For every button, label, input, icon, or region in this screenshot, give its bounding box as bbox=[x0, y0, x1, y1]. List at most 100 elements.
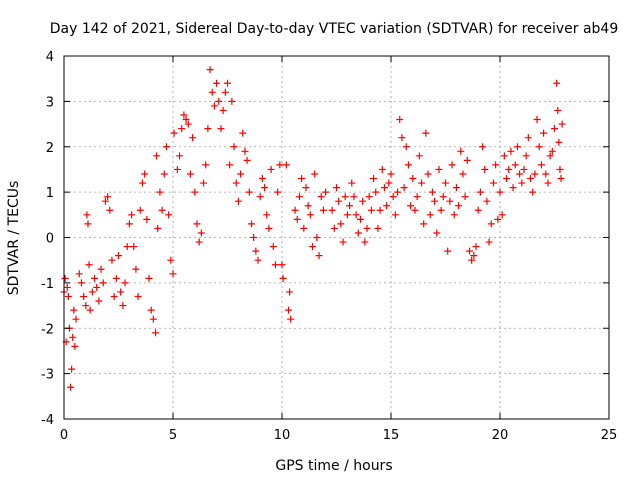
data-point bbox=[302, 184, 310, 192]
data-point bbox=[361, 238, 369, 246]
data-point bbox=[398, 134, 406, 142]
y-tick-label: 4 bbox=[46, 50, 54, 65]
data-point bbox=[498, 211, 506, 219]
data-point bbox=[77, 279, 85, 287]
y-tick-label: 3 bbox=[46, 95, 54, 110]
data-point bbox=[112, 274, 120, 282]
data-point bbox=[165, 211, 173, 219]
data-point bbox=[527, 175, 535, 183]
data-point bbox=[252, 247, 260, 255]
data-point bbox=[263, 211, 271, 219]
data-point bbox=[394, 188, 402, 196]
data-point bbox=[291, 206, 299, 214]
data-point bbox=[370, 175, 378, 183]
chart-title: Day 142 of 2021, Sidereal Day-to-day VTE… bbox=[50, 21, 619, 37]
data-point bbox=[330, 224, 338, 232]
data-point bbox=[226, 161, 234, 169]
data-point bbox=[63, 283, 71, 291]
y-tick-label: -4 bbox=[41, 413, 54, 428]
data-point bbox=[555, 138, 563, 146]
data-point bbox=[365, 193, 373, 201]
data-point bbox=[426, 211, 434, 219]
data-point bbox=[413, 193, 421, 201]
data-point bbox=[250, 234, 258, 241]
data-point bbox=[496, 188, 504, 196]
data-point bbox=[97, 265, 105, 273]
data-point bbox=[476, 188, 484, 196]
data-point bbox=[461, 193, 469, 201]
y-tick-label: -3 bbox=[41, 368, 54, 383]
data-point bbox=[93, 283, 101, 291]
data-point bbox=[138, 179, 146, 187]
data-point bbox=[285, 306, 293, 314]
data-point bbox=[70, 306, 78, 314]
axis-ticks bbox=[63, 55, 610, 420]
data-point bbox=[84, 220, 92, 228]
data-point bbox=[503, 175, 511, 183]
y-tick-label: -1 bbox=[41, 277, 54, 292]
data-point bbox=[315, 252, 323, 260]
data-point bbox=[407, 202, 415, 210]
data-point bbox=[551, 125, 558, 133]
data-point bbox=[71, 342, 79, 350]
data-point bbox=[372, 188, 380, 196]
data-point bbox=[424, 170, 432, 178]
data-point bbox=[180, 111, 188, 119]
data-point bbox=[481, 165, 489, 173]
data-point bbox=[322, 188, 330, 196]
data-point bbox=[239, 129, 247, 137]
data-point bbox=[256, 193, 264, 201]
data-point bbox=[104, 193, 112, 201]
data-point bbox=[293, 215, 301, 223]
data-point bbox=[230, 143, 238, 151]
data-point bbox=[457, 147, 465, 155]
data-point bbox=[99, 279, 107, 287]
data-point bbox=[149, 315, 157, 323]
data-point bbox=[152, 329, 160, 337]
data-point bbox=[269, 243, 277, 251]
data-point bbox=[106, 206, 114, 214]
data-point bbox=[145, 274, 153, 282]
x-tick-label: 10 bbox=[274, 428, 291, 443]
data-point bbox=[130, 243, 138, 251]
data-point bbox=[556, 165, 564, 173]
data-point bbox=[529, 188, 537, 196]
data-point bbox=[210, 102, 218, 110]
data-point bbox=[489, 179, 497, 187]
data-point bbox=[158, 206, 166, 214]
data-point bbox=[136, 206, 144, 214]
data-point bbox=[522, 152, 530, 160]
data-point bbox=[448, 161, 456, 169]
data-point bbox=[354, 229, 362, 237]
data-point bbox=[132, 265, 140, 273]
data-point bbox=[184, 120, 192, 128]
data-point bbox=[115, 252, 122, 260]
data-point bbox=[134, 292, 142, 300]
y-axis-title: SDTVAR / TECUs bbox=[6, 181, 22, 296]
data-point bbox=[117, 288, 125, 296]
data-point bbox=[450, 211, 458, 219]
x-tick-label: 15 bbox=[383, 428, 400, 443]
data-point bbox=[557, 175, 565, 183]
data-point bbox=[439, 193, 447, 201]
data-point bbox=[422, 129, 430, 137]
data-point bbox=[169, 270, 177, 278]
data-point bbox=[328, 206, 336, 214]
data-point bbox=[282, 161, 290, 169]
data-point bbox=[213, 79, 221, 87]
data-point bbox=[279, 274, 287, 282]
data-point bbox=[505, 165, 513, 173]
data-point bbox=[295, 193, 303, 201]
data-point bbox=[195, 238, 203, 246]
data-point bbox=[343, 211, 351, 219]
data-point bbox=[367, 206, 375, 214]
data-point bbox=[558, 120, 566, 128]
data-point bbox=[317, 193, 325, 201]
data-point bbox=[197, 229, 205, 237]
data-point bbox=[276, 161, 284, 169]
data-point bbox=[533, 116, 541, 124]
data-point bbox=[376, 206, 384, 214]
data-series-sdtvar bbox=[60, 66, 566, 391]
data-point bbox=[254, 256, 262, 264]
data-point bbox=[306, 211, 314, 219]
